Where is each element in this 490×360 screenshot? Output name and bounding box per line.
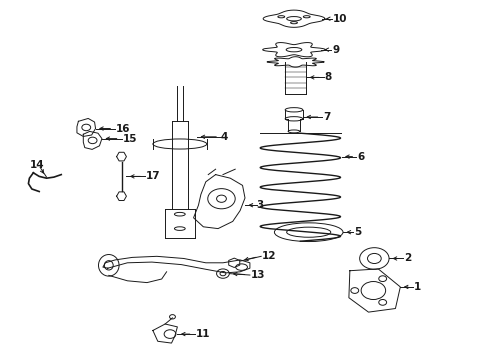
Text: 13: 13 [251,270,266,280]
Text: 4: 4 [220,132,228,142]
Text: 8: 8 [325,72,332,82]
Text: 12: 12 [262,251,277,261]
Text: 14: 14 [29,159,44,170]
Text: 17: 17 [146,171,161,181]
Text: 2: 2 [404,253,411,264]
Text: 1: 1 [414,282,421,292]
Text: 10: 10 [333,14,348,24]
Text: 9: 9 [332,45,340,55]
Text: 15: 15 [122,134,137,144]
Text: 16: 16 [116,123,131,134]
Text: 5: 5 [354,227,362,237]
Text: 11: 11 [196,329,210,339]
Text: 3: 3 [257,200,264,210]
Text: 7: 7 [323,112,331,122]
Text: 6: 6 [358,152,365,162]
